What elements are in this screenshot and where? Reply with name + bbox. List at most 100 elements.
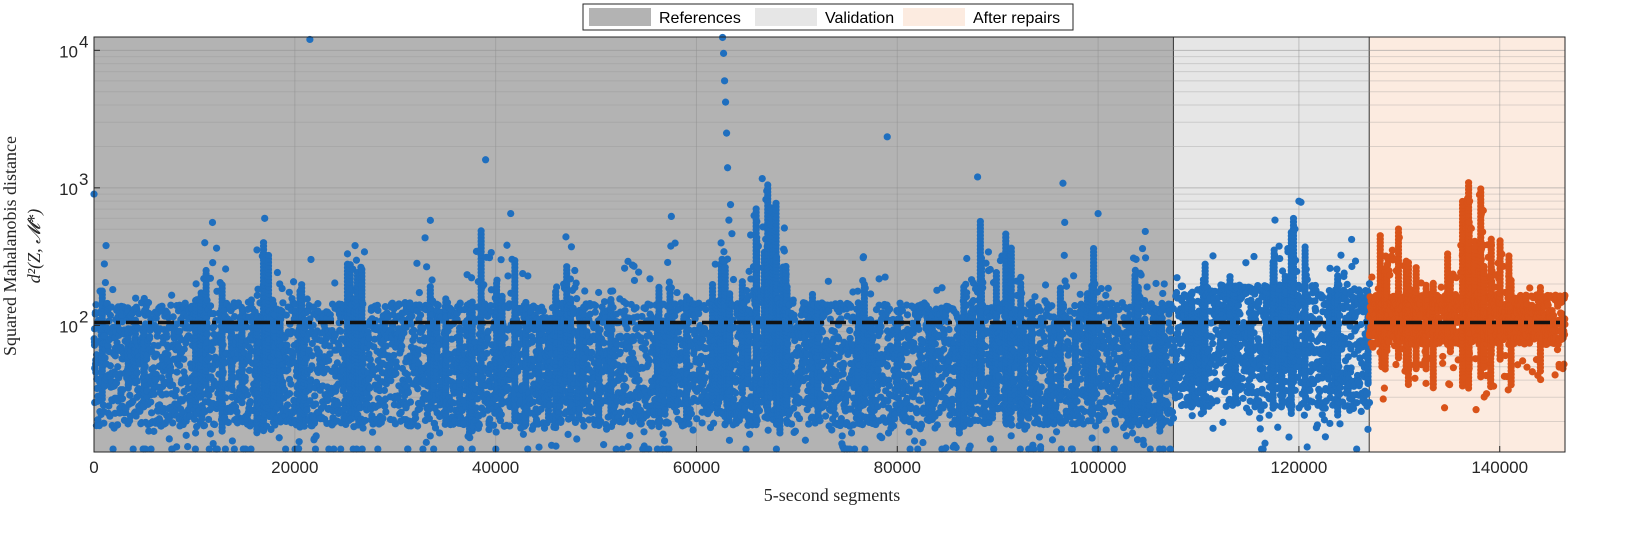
data-point bbox=[539, 307, 548, 315]
data-point bbox=[489, 421, 498, 429]
data-point bbox=[114, 363, 122, 371]
data-point bbox=[387, 377, 395, 385]
data-point bbox=[173, 443, 181, 451]
data-point bbox=[118, 395, 127, 403]
data-point bbox=[359, 424, 367, 432]
data-point bbox=[219, 368, 227, 376]
data-point bbox=[501, 334, 509, 342]
data-point bbox=[607, 295, 615, 304]
data-point bbox=[640, 428, 648, 436]
data-point bbox=[133, 377, 141, 385]
data-point bbox=[165, 435, 173, 443]
data-point bbox=[149, 364, 158, 372]
data-point bbox=[426, 432, 434, 440]
data-point bbox=[144, 299, 153, 307]
data-point bbox=[93, 384, 101, 393]
data-point bbox=[620, 375, 628, 383]
data-point bbox=[283, 401, 292, 409]
data-point bbox=[312, 400, 320, 408]
data-point bbox=[660, 437, 669, 445]
data-point bbox=[218, 281, 226, 289]
data-point bbox=[109, 285, 117, 294]
data-point bbox=[285, 389, 294, 398]
data-point bbox=[126, 391, 134, 399]
data-point bbox=[212, 244, 221, 252]
data-point bbox=[468, 298, 476, 306]
data-point bbox=[169, 419, 177, 427]
data-point bbox=[167, 367, 175, 375]
data-point bbox=[572, 279, 580, 287]
data-point bbox=[343, 250, 352, 258]
data-point bbox=[224, 418, 232, 427]
data-point bbox=[366, 355, 374, 364]
data-point bbox=[162, 390, 170, 398]
data-point bbox=[632, 304, 640, 312]
data-point bbox=[635, 268, 643, 276]
data-point bbox=[504, 272, 512, 280]
data-point bbox=[646, 275, 654, 283]
data-point bbox=[492, 279, 501, 287]
data-point bbox=[228, 437, 236, 445]
data-point bbox=[580, 422, 588, 430]
data-point bbox=[624, 443, 632, 451]
data-point bbox=[169, 381, 177, 389]
data-point bbox=[414, 385, 422, 393]
data-point bbox=[622, 383, 630, 391]
data-point bbox=[480, 281, 488, 289]
data-point bbox=[621, 264, 629, 272]
data-point bbox=[392, 369, 400, 378]
data-point bbox=[209, 259, 217, 267]
data-point bbox=[626, 431, 634, 440]
data-point bbox=[414, 422, 422, 430]
data-point bbox=[125, 380, 133, 388]
data-point bbox=[180, 345, 188, 353]
data-point bbox=[435, 429, 444, 437]
data-point bbox=[173, 368, 181, 376]
data-point bbox=[175, 361, 184, 369]
data-point bbox=[273, 268, 282, 277]
data-point bbox=[359, 300, 367, 308]
data-point bbox=[264, 251, 273, 260]
data-point bbox=[484, 335, 492, 343]
data-point bbox=[148, 409, 156, 417]
data-point bbox=[152, 370, 160, 378]
data-point bbox=[106, 311, 115, 319]
data-point bbox=[100, 260, 108, 268]
data-point bbox=[358, 265, 366, 274]
data-point bbox=[132, 294, 140, 302]
data-point bbox=[311, 392, 319, 400]
data-point bbox=[150, 427, 158, 435]
data-point bbox=[206, 274, 215, 282]
data-point bbox=[158, 302, 166, 310]
data-point bbox=[253, 246, 261, 254]
data-point bbox=[641, 339, 650, 347]
data-point bbox=[416, 311, 425, 319]
data-point bbox=[503, 241, 511, 249]
data-point bbox=[600, 298, 609, 306]
data-point bbox=[573, 295, 581, 303]
data-point bbox=[664, 419, 672, 427]
data-point bbox=[247, 296, 256, 304]
data-point bbox=[307, 255, 315, 264]
data-point bbox=[524, 272, 532, 280]
data-point bbox=[564, 430, 572, 438]
data-point bbox=[498, 292, 506, 300]
data-point bbox=[314, 300, 322, 308]
data-point bbox=[285, 288, 293, 296]
data-point bbox=[497, 256, 505, 264]
data-point bbox=[184, 442, 192, 451]
data-point bbox=[241, 373, 249, 381]
data-point bbox=[630, 262, 638, 270]
data-point bbox=[210, 420, 219, 429]
data-point bbox=[150, 390, 158, 398]
data-point bbox=[180, 355, 188, 363]
data-point bbox=[133, 369, 141, 377]
data-point bbox=[111, 352, 119, 360]
data-point bbox=[635, 376, 643, 384]
data-point bbox=[92, 351, 101, 359]
data-point bbox=[673, 288, 681, 297]
data-point bbox=[147, 445, 155, 453]
data-point bbox=[591, 302, 600, 310]
data-point bbox=[630, 276, 639, 285]
